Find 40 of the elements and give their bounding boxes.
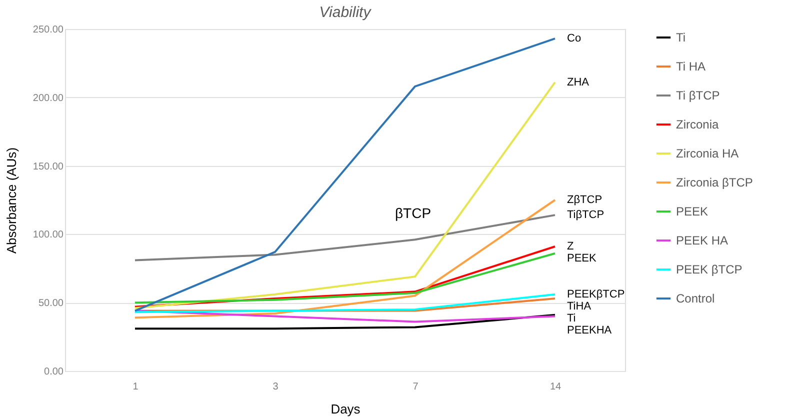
line-series (134, 293, 556, 314)
y-tick-label: 100.00 (32, 230, 64, 241)
x-tick-label: 14 (550, 382, 562, 392)
y-tick-label: 150.00 (32, 161, 64, 172)
legend-label: PEEK HA (676, 234, 728, 248)
y-tick-label: 250.00 (32, 24, 64, 36)
annotation: PEEKHA (567, 324, 612, 336)
annotation: TiβTCP (567, 209, 604, 222)
line-series (134, 81, 556, 310)
annotation: Co (567, 32, 582, 45)
chart-title: Viability (319, 4, 372, 21)
y-tick-label: 0.00 (44, 366, 64, 378)
legend-label: Ti HA (676, 60, 706, 74)
x-tick-label: 3 (272, 382, 279, 392)
x-axis-title: Days (330, 402, 361, 416)
legend-label: Ti βTCP (676, 88, 720, 102)
x-tick-label: 1 (132, 382, 139, 392)
annotation: Ti (567, 312, 576, 324)
line-series (134, 252, 556, 304)
annotation: ZβTCP (567, 194, 602, 206)
legend-label: Zirconia HA (676, 146, 739, 160)
legend-label: Ti (676, 30, 686, 44)
annotation: PEEK (567, 252, 598, 265)
line-series (134, 38, 556, 312)
annotation: βTCP (395, 205, 432, 221)
legend-label: PEEK βTCP (676, 262, 742, 276)
y-axis-title: Absorbance (AUs) (4, 147, 19, 254)
line-series (134, 246, 556, 308)
annotation: TiHA (567, 300, 592, 312)
y-tick-label: 200.00 (32, 92, 64, 104)
legend-label: PEEK (676, 204, 708, 218)
line-series (134, 199, 556, 319)
x-tick-label: 7 (412, 382, 419, 392)
annotation: Z (567, 240, 574, 253)
annotation: ZHA (567, 76, 590, 88)
legend-label: Control (676, 292, 715, 306)
legend-label: Zirconia (676, 118, 720, 132)
legend-label: Zirconia βTCP (676, 176, 753, 190)
y-tick-label: 50.00 (38, 298, 64, 310)
annotation: PEEKβTCP (567, 288, 625, 300)
